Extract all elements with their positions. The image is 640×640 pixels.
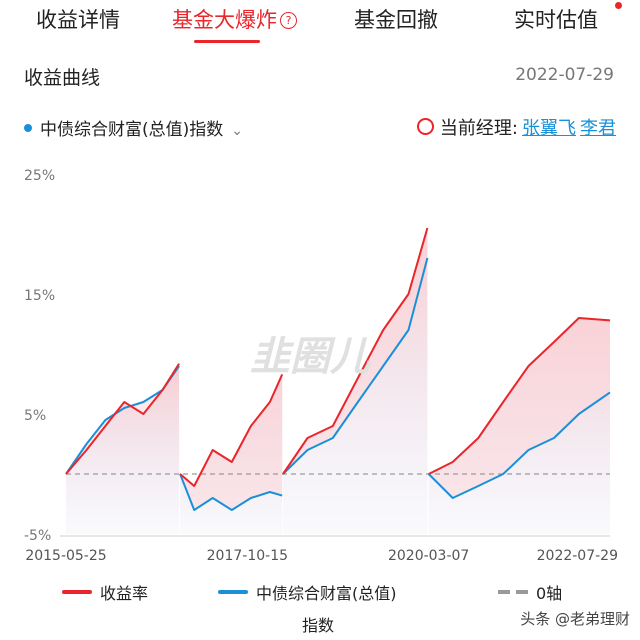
manager-link-1[interactable]: 张翼飞 (522, 118, 576, 139)
y-tick-label: 5% (24, 408, 46, 424)
section-title: 收益曲线 (24, 67, 101, 89)
date-label: 2022-07-29 (515, 65, 614, 85)
legend-zero-label: 0轴 (536, 584, 563, 603)
return-line (428, 317, 611, 475)
index-line (282, 257, 429, 475)
x-tick-label: 2020-03-07 (388, 548, 469, 564)
chart-watermark: 韭圈儿 (250, 334, 372, 380)
x-tick-label: 2022-07-29 (537, 548, 618, 564)
y-tick-label: 25% (24, 168, 55, 184)
index-color-dot (24, 124, 32, 132)
y-tick-label: 15% (24, 288, 55, 304)
return-chart: 25% 15% 5% -5% 2015-05-25 2017-10-15 2020-03-… (24, 168, 618, 564)
tab-fund-explosion-label: 基金大爆炸 (172, 8, 277, 32)
legend-index[interactable]: 中债综合财富(总值) (218, 580, 397, 604)
return-line (282, 227, 429, 475)
area-fill (283, 228, 428, 534)
spread-fill (428, 318, 610, 498)
legend-index-suffix: 指数 (302, 616, 335, 635)
legend-index-label: 中债综合财富(总值) (256, 584, 397, 603)
manager-label: 当前经理: (439, 118, 518, 139)
spread-fill (180, 374, 283, 510)
notification-dot (615, 2, 622, 9)
x-tick-label: 2017-10-15 (207, 548, 288, 564)
return-line (65, 363, 180, 475)
legend-return-label: 收益率 (100, 584, 149, 603)
tab-return-details[interactable]: 收益详情 (36, 8, 120, 32)
tab-realtime-estimate[interactable]: 实时估值 (514, 8, 598, 32)
index-line (179, 473, 283, 511)
y-tick-label: -5% (24, 528, 51, 544)
tab-fund-explosion[interactable]: 基金大爆炸? (172, 4, 297, 34)
x-tick-label: 2015-05-25 (25, 548, 106, 564)
manager-link-2[interactable]: 李君 (580, 118, 616, 139)
index-selector-label: 中债综合财富(总值)指数 (40, 120, 224, 140)
ring-icon (416, 118, 434, 135)
tab-fund-drawdown[interactable]: 基金回撤 (354, 8, 438, 32)
help-icon[interactable]: ? (280, 12, 297, 29)
chevron-down-icon: ⌄ (231, 123, 243, 139)
tab-bar: 收益详情 基金大爆炸? 基金回撤 实时估值 (0, 0, 640, 44)
legend-return-swatch (62, 590, 92, 594)
legend-zero-swatch (498, 590, 528, 594)
index-line (427, 391, 611, 499)
legend-return[interactable]: 收益率 (62, 580, 148, 604)
active-tab-indicator (194, 40, 260, 43)
footer-watermark: 头条 @老弟理财 (520, 610, 630, 628)
legend-index-swatch (218, 590, 248, 594)
legend-zero[interactable]: 0轴 (498, 580, 562, 604)
return-line (179, 373, 284, 487)
index-selector[interactable]: 中债综合财富(总值)指数 ⌄ (24, 115, 243, 140)
current-manager: 当前经理: 张翼飞 李君 (416, 114, 616, 140)
